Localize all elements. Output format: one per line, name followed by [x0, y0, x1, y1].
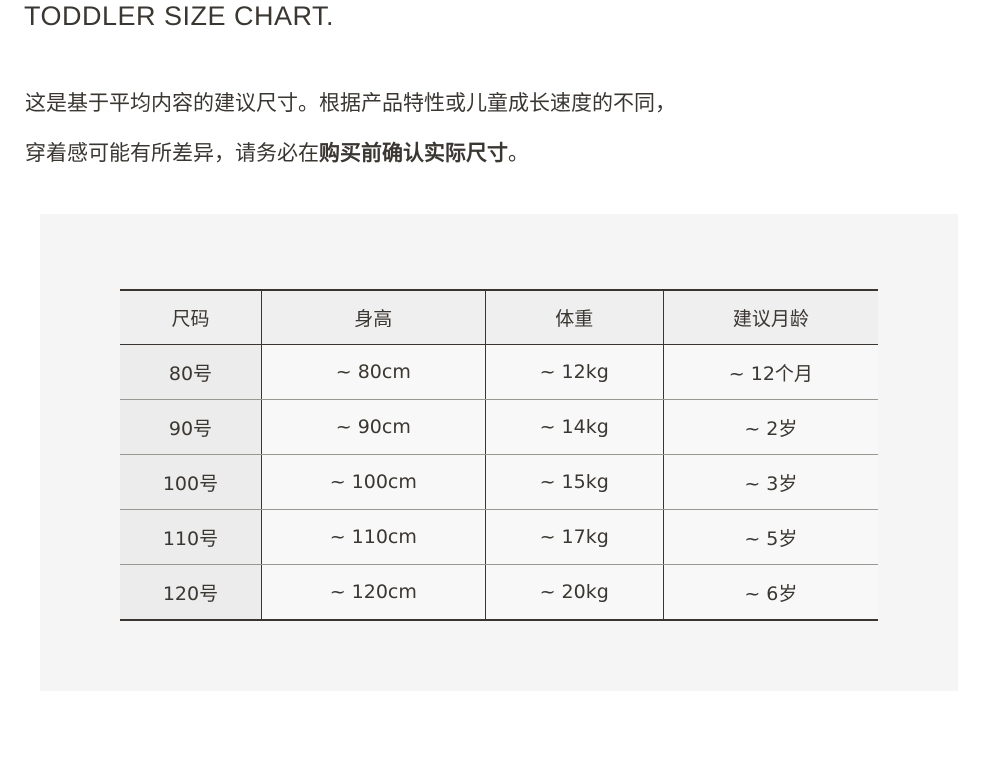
table-row: 120号 ~ 120cm ~ 20kg ~ 6岁	[120, 564, 878, 621]
size-table: 尺码 身高 体重 建议月龄 80号 ~ 80cm ~ 12kg ~ 12个月 90号 ~ …	[120, 289, 878, 621]
description-line-1: 这是基于平均内容的建议尺寸。根据产品特性或儿童成长速度的不同，	[25, 91, 676, 115]
cell-size: 120号	[120, 564, 262, 621]
header-height: 身高	[260, 290, 486, 345]
cell-age: ~ 3岁	[662, 454, 878, 510]
cell-age: ~ 5岁	[662, 509, 878, 565]
table-row: 100号 ~ 100cm ~ 15kg ~ 3岁	[120, 454, 878, 510]
header-size: 尺码	[120, 290, 262, 345]
description-emphasis: 购买前确认实际尺寸	[319, 141, 508, 165]
description-end: 。	[508, 141, 529, 165]
description: 这是基于平均内容的建议尺寸。根据产品特性或儿童成长速度的不同， 穿着感可能有所差…	[25, 78, 676, 178]
page-title: TODDLER SIZE CHART.	[24, 1, 335, 31]
cell-size: 100号	[120, 454, 262, 510]
cell-age: ~ 12个月	[662, 344, 878, 400]
cell-age: ~ 2岁	[662, 399, 878, 455]
cell-weight: ~ 12kg	[484, 344, 664, 400]
table-row: 110号 ~ 110cm ~ 17kg ~ 5岁	[120, 509, 878, 565]
cell-size: 80号	[120, 344, 262, 400]
cell-weight: ~ 14kg	[484, 399, 664, 455]
cell-weight: ~ 20kg	[484, 564, 664, 621]
cell-weight: ~ 15kg	[484, 454, 664, 510]
cell-height: ~ 90cm	[260, 399, 486, 455]
cell-height: ~ 110cm	[260, 509, 486, 565]
cell-height: ~ 80cm	[260, 344, 486, 400]
cell-size: 110号	[120, 509, 262, 565]
header-age: 建议月龄	[662, 290, 878, 345]
table-row: 80号 ~ 80cm ~ 12kg ~ 12个月	[120, 344, 878, 400]
description-normal: 穿着感可能有所差异，请务必在	[25, 141, 319, 165]
cell-height: ~ 100cm	[260, 454, 486, 510]
table-header-row: 尺码 身高 体重 建议月龄	[120, 290, 878, 345]
table-row: 90号 ~ 90cm ~ 14kg ~ 2岁	[120, 399, 878, 455]
cell-height: ~ 120cm	[260, 564, 486, 621]
description-line-2: 穿着感可能有所差异，请务必在购买前确认实际尺寸。	[25, 128, 676, 178]
cell-weight: ~ 17kg	[484, 509, 664, 565]
cell-size: 90号	[120, 399, 262, 455]
header-weight: 体重	[484, 290, 664, 345]
cell-age: ~ 6岁	[662, 564, 878, 621]
